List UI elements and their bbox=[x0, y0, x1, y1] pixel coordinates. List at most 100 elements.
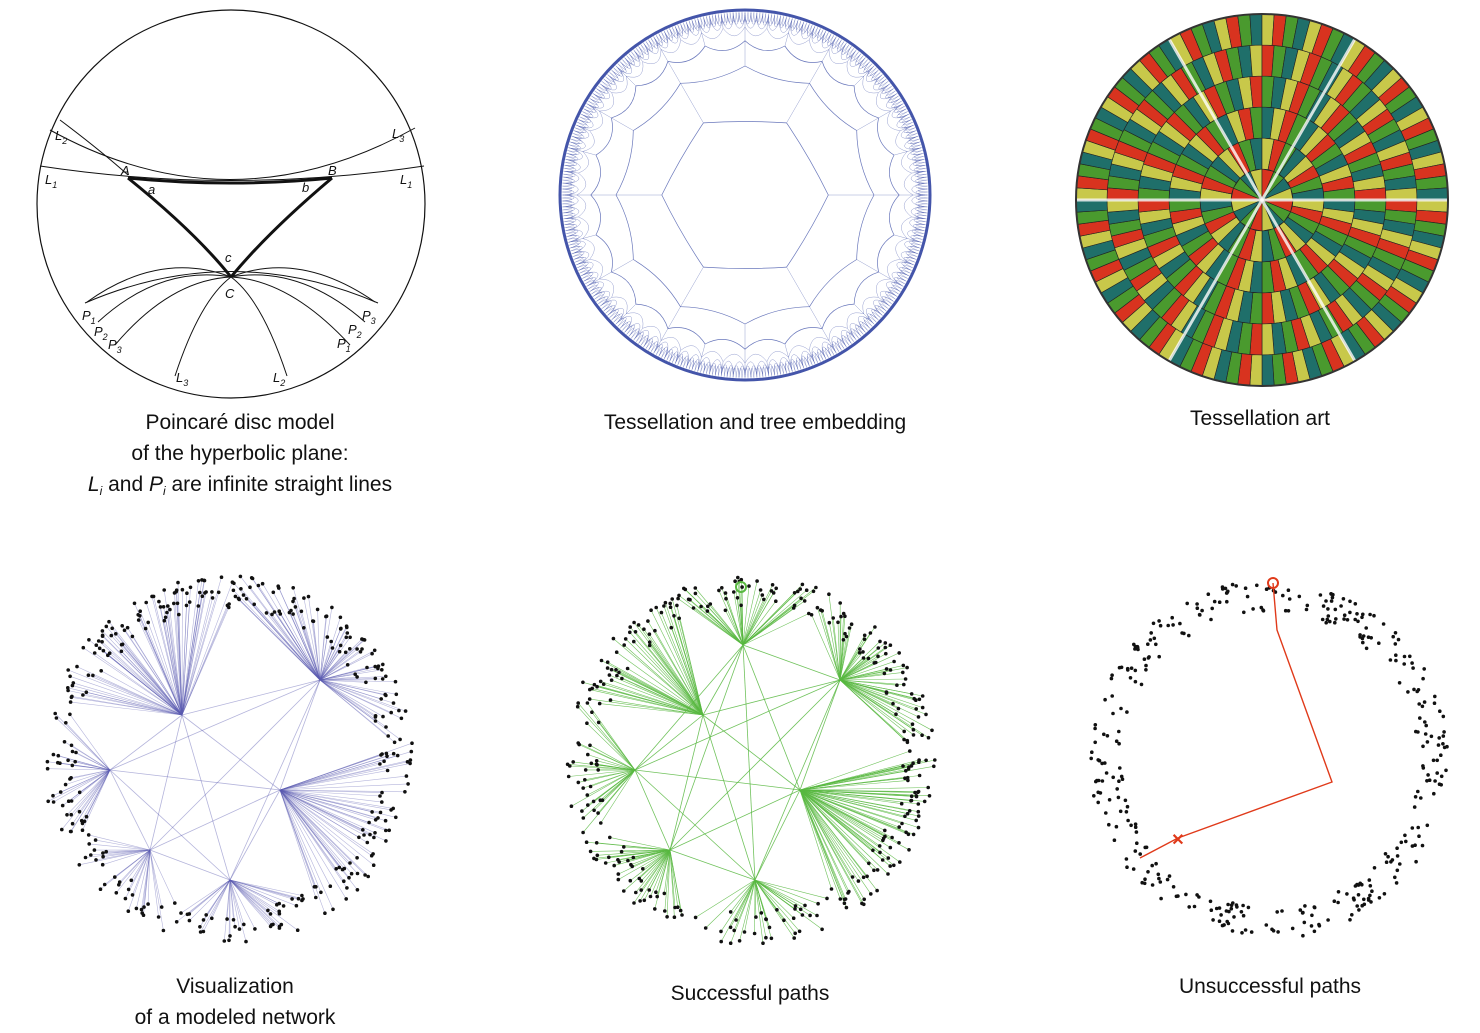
tessellation-arc bbox=[718, 14, 721, 23]
caption-line: Tessellation art bbox=[1040, 403, 1480, 434]
network-node bbox=[1415, 690, 1419, 694]
tessellation-edge bbox=[826, 358, 827, 359]
tessellation-arc bbox=[693, 21, 699, 30]
label-angle-c: c bbox=[225, 250, 232, 265]
tessellation-arc bbox=[664, 351, 669, 360]
network-node bbox=[136, 613, 140, 617]
network-node bbox=[1385, 860, 1389, 864]
network-node bbox=[302, 596, 306, 600]
tessellation-edge bbox=[906, 109, 907, 110]
tessellation-arc bbox=[684, 358, 689, 367]
network-node bbox=[1350, 913, 1354, 917]
tessellation-edge bbox=[667, 360, 668, 361]
success-edge bbox=[755, 880, 800, 931]
network-node bbox=[665, 915, 669, 919]
network-node bbox=[1119, 707, 1123, 711]
network-node bbox=[162, 929, 166, 933]
label-l2-left: L2 bbox=[55, 128, 67, 146]
network-node bbox=[917, 814, 921, 818]
network-node bbox=[586, 753, 590, 757]
network-node bbox=[867, 657, 871, 661]
tessellation-edge bbox=[891, 86, 892, 87]
network-node bbox=[1149, 631, 1153, 635]
network-node bbox=[634, 630, 638, 634]
network-node bbox=[1093, 727, 1097, 731]
network-edge bbox=[71, 770, 110, 832]
network-node bbox=[1140, 881, 1144, 885]
tessellation-arc bbox=[569, 195, 578, 207]
network-node bbox=[755, 579, 759, 583]
tessellation-edge bbox=[664, 358, 665, 359]
tessellation-edge bbox=[901, 101, 902, 102]
tessellation-edge bbox=[849, 44, 850, 45]
network-node bbox=[1396, 854, 1400, 858]
network-node bbox=[66, 668, 70, 672]
network-edge bbox=[150, 850, 163, 931]
network-node bbox=[774, 599, 778, 603]
network-node bbox=[1301, 911, 1305, 915]
tessellation-edge bbox=[653, 353, 654, 354]
tessellation-edge bbox=[823, 360, 824, 361]
network-node bbox=[1260, 606, 1264, 610]
network-node bbox=[1210, 908, 1214, 912]
network-node bbox=[120, 624, 124, 628]
network-node bbox=[1414, 795, 1418, 799]
network-node bbox=[370, 652, 374, 656]
network-node bbox=[1125, 810, 1129, 814]
tessellation-edge bbox=[667, 29, 668, 30]
network-node bbox=[1111, 776, 1115, 780]
network-node bbox=[176, 602, 180, 606]
network-node bbox=[816, 606, 820, 610]
network-node bbox=[846, 891, 850, 895]
network-node bbox=[902, 683, 906, 687]
network-edge bbox=[280, 790, 358, 874]
network-node bbox=[842, 612, 846, 616]
modeled-network-figure bbox=[0, 560, 470, 960]
tessellation-arc bbox=[748, 368, 751, 377]
tessellation-edge bbox=[893, 301, 894, 302]
network-node bbox=[761, 941, 765, 945]
success-edge bbox=[670, 850, 678, 907]
tessellation-arc bbox=[916, 168, 925, 171]
tessellation-edge bbox=[908, 114, 909, 115]
tessellation-arc bbox=[830, 346, 836, 355]
network-node bbox=[1298, 595, 1302, 599]
network-node bbox=[87, 833, 91, 837]
network-node bbox=[595, 858, 599, 862]
success-edge bbox=[800, 766, 934, 790]
network-edge bbox=[280, 756, 398, 790]
network-node bbox=[66, 686, 70, 690]
tessellation-edge bbox=[626, 304, 636, 314]
caption-line: of the hyperbolic plane: bbox=[0, 438, 480, 469]
network-node bbox=[878, 640, 882, 644]
network-node bbox=[350, 872, 354, 876]
tessellation-edge bbox=[633, 340, 634, 341]
network-node bbox=[1157, 619, 1161, 623]
tessellation-edge bbox=[620, 328, 621, 329]
network-node bbox=[1416, 730, 1420, 734]
tessellation-arc bbox=[745, 41, 785, 51]
tessellation-arc bbox=[904, 262, 913, 267]
network-node bbox=[210, 917, 214, 921]
network-node bbox=[792, 936, 796, 940]
network-node bbox=[911, 761, 915, 765]
network-node bbox=[768, 926, 772, 930]
tessellation-edge bbox=[641, 345, 642, 346]
tessellation-arc bbox=[570, 207, 579, 218]
network-node bbox=[632, 621, 636, 625]
tessellation-edge bbox=[878, 70, 879, 71]
tessellation-arc bbox=[571, 241, 580, 247]
tessellation-arc bbox=[647, 336, 658, 347]
network-node bbox=[1115, 825, 1119, 829]
tessellation-arc bbox=[564, 219, 573, 222]
tessellation-arc bbox=[678, 356, 683, 365]
tessellation-edge bbox=[894, 235, 907, 239]
success-edge bbox=[800, 760, 935, 790]
tessellation-arc bbox=[736, 368, 739, 377]
network-node bbox=[586, 701, 590, 705]
network-node bbox=[78, 810, 82, 814]
tessellation-arc bbox=[578, 265, 587, 270]
tessellation-arc bbox=[809, 40, 829, 53]
network-node bbox=[1367, 897, 1371, 901]
tessellation-edge bbox=[575, 150, 582, 152]
